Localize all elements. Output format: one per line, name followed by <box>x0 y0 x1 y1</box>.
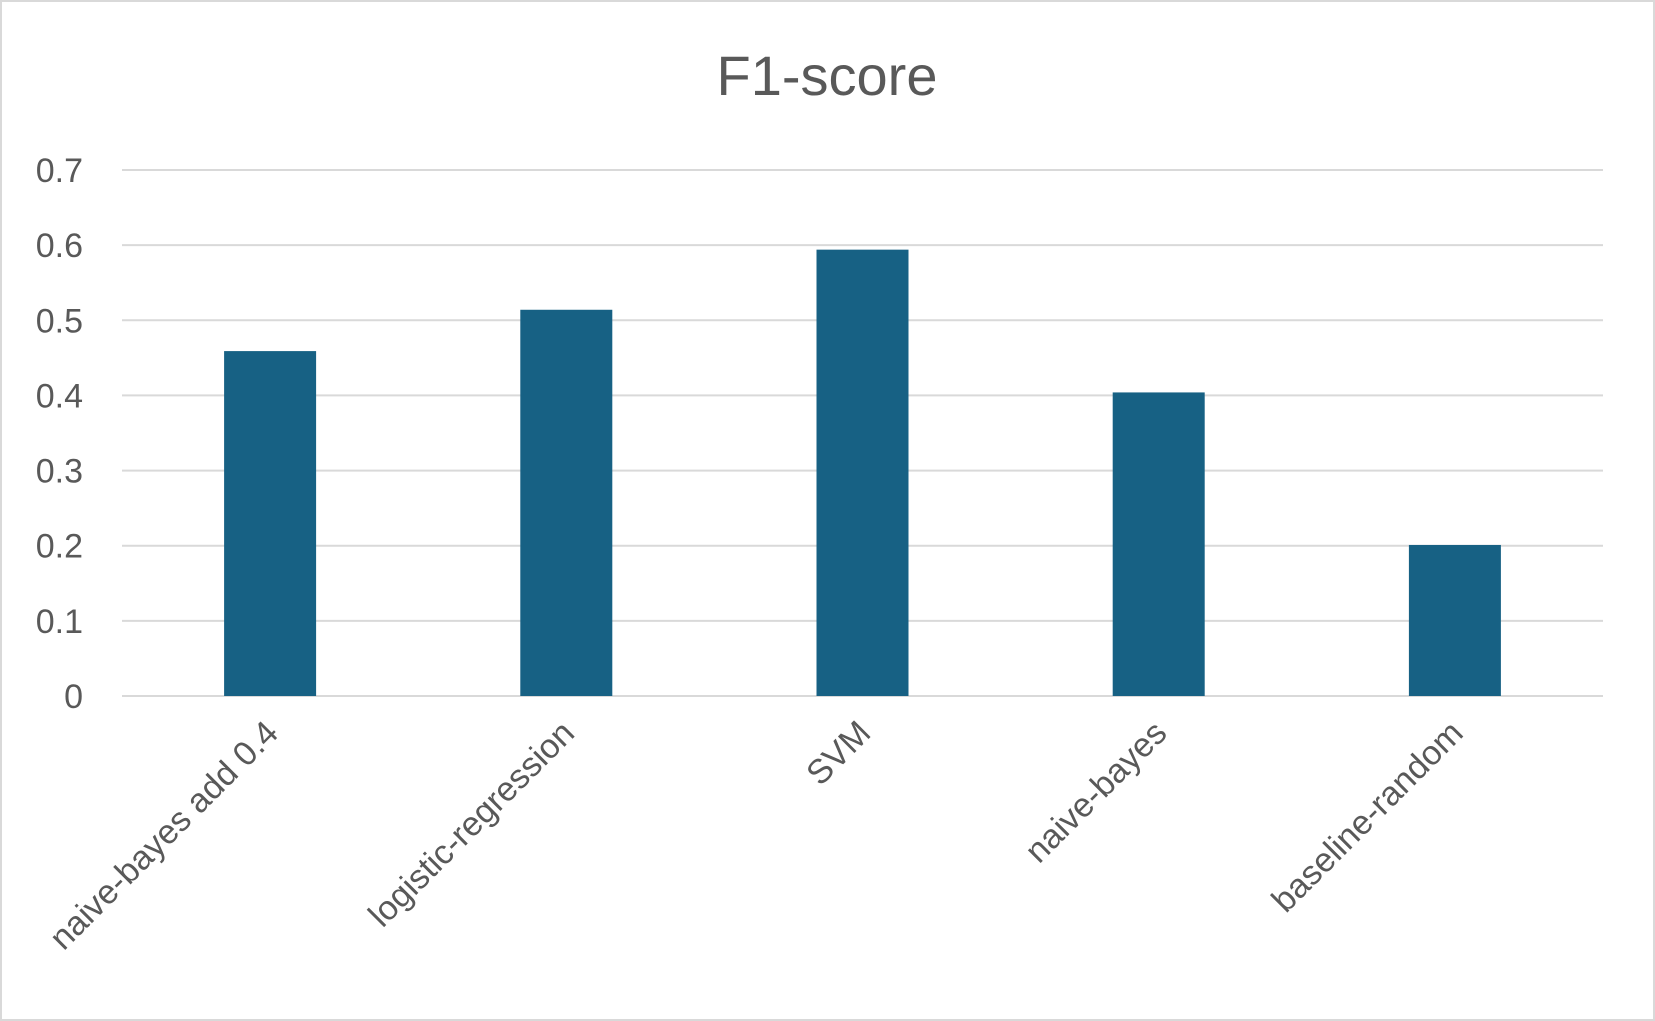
bar-svm <box>816 249 909 696</box>
x-category-label: naive-bayes <box>1018 714 1175 871</box>
y-tick-label: 0 <box>64 678 83 716</box>
x-axis-category-labels: naive-bayes add 0.4 logistic-regression SV… <box>42 714 1470 957</box>
y-axis-tick-labels: 0 0.1 0.2 0.3 0.4 0.5 0.6 0.7 <box>36 152 83 716</box>
y-tick-label: 0.1 <box>36 603 83 641</box>
x-category-label: naive-bayes add 0.4 <box>42 714 285 957</box>
bar-baseline-random <box>1408 544 1501 696</box>
x-category-label: SVM <box>799 714 878 793</box>
y-tick-label: 0.7 <box>36 152 83 190</box>
x-category-label: logistic-regression <box>361 714 582 935</box>
y-tick-label: 0.6 <box>36 227 83 265</box>
bar-naive-bayes-add-0-4 <box>224 351 317 696</box>
bar-naive-bayes <box>1112 392 1205 696</box>
y-tick-label: 0.5 <box>36 302 83 340</box>
chart-title: F1-score <box>717 44 938 107</box>
bar-logistic-regression <box>520 309 613 696</box>
y-tick-label: 0.4 <box>36 377 83 415</box>
x-category-label: baseline-random <box>1265 714 1471 920</box>
bars <box>224 249 1501 696</box>
y-tick-label: 0.3 <box>36 453 83 491</box>
y-tick-label: 0.2 <box>36 528 83 566</box>
